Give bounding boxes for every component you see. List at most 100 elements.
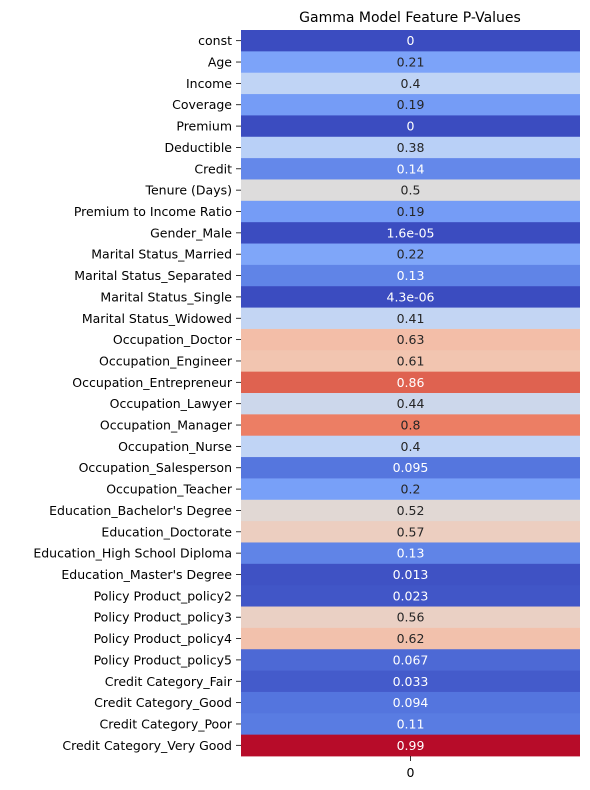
heatmap-cell (241, 371, 580, 394)
row-label: Marital Status_Widowed (82, 311, 232, 326)
cell-value-label: 0.63 (397, 332, 425, 347)
row-label: Occupation_Manager (100, 418, 233, 433)
heatmap-cell (241, 222, 580, 244)
x-tick-label: 0 (407, 765, 415, 780)
heatmap-cell (241, 563, 580, 586)
cell-value-label: 0.2 (401, 482, 421, 497)
cell-value-label: 0.013 (393, 567, 429, 582)
heatmap-cell (241, 136, 580, 159)
heatmap-cell (241, 627, 580, 650)
row-label: Credit Category_Good (94, 695, 232, 710)
row-label: Coverage (172, 97, 232, 112)
row-label: Credit Category_Very Good (62, 738, 232, 753)
cell-value-label: 0.8 (401, 418, 421, 433)
heatmap-cell (241, 521, 580, 543)
row-label: Occupation_Lawyer (110, 396, 233, 411)
cell-value-label: 0.21 (397, 55, 425, 70)
row-label: Premium to Income Ratio (74, 204, 232, 219)
cell-value-label: 0.4 (401, 76, 421, 91)
row-label: Policy Product_policy5 (94, 652, 232, 667)
row-label: Education_Master's Degree (61, 567, 232, 582)
row-label: Occupation_Nurse (118, 439, 232, 454)
row-label: Marital Status_Married (91, 247, 232, 262)
cell-value-label: 0.5 (401, 183, 421, 198)
heatmap-cell (241, 179, 580, 202)
heatmap-cell (241, 713, 580, 736)
cell-value-label: 0.44 (397, 396, 425, 411)
heatmap-cell (241, 30, 580, 52)
cell-value-label: 0.19 (397, 97, 425, 112)
cell-value-label: 0.52 (397, 503, 425, 518)
row-label: Occupation_Teacher (106, 482, 233, 497)
row-label: const (198, 33, 232, 48)
row-label: Marital Status_Single (100, 289, 232, 304)
x-axis: 0 (407, 756, 415, 780)
row-label: Age (208, 55, 232, 70)
cell-value-label: 0.22 (397, 247, 425, 262)
heatmap-cell (241, 478, 580, 501)
row-label: Credit (194, 161, 232, 176)
heatmap-cell (241, 670, 580, 693)
heatmap-cell (241, 51, 580, 74)
row-label: Occupation_Entrepreneur (72, 375, 233, 390)
cell-value-label: 0.095 (393, 460, 429, 475)
chart-title: Gamma Model Feature P-Values (299, 10, 521, 26)
row-labels: const Age Income Coverage Premium Deductible C… (33, 33, 241, 753)
row-label: Policy Product_policy2 (94, 588, 232, 603)
heatmap-cell (241, 200, 580, 223)
cell-value-label: 0.13 (397, 546, 425, 561)
cell-value-label: 1.6e-05 (387, 225, 435, 240)
cell-value-label: 0.13 (397, 268, 425, 283)
cell-value-label: 0.41 (397, 311, 425, 326)
cell-value-label: 0.11 (397, 716, 425, 731)
cell-value-label: 0.023 (393, 588, 429, 603)
cell-value-label: 0.067 (393, 652, 429, 667)
row-label: Policy Product_policy3 (94, 610, 232, 625)
row-label: Premium (176, 119, 232, 134)
heatmap-cell (241, 499, 580, 522)
heatmap-cell (241, 286, 580, 308)
heatmap-cell (241, 328, 580, 351)
heatmap-cell (241, 734, 580, 757)
heatmap-cell (241, 691, 580, 714)
cell-value-label: 0 (407, 119, 415, 134)
cell-value-label: 0.56 (397, 610, 425, 625)
heatmap-cell (241, 115, 580, 138)
heatmap-cell (241, 606, 580, 629)
heatmap-cell (241, 158, 580, 180)
row-label: Education_Bachelor's Degree (49, 503, 232, 518)
row-label: Credit Category_Fair (105, 674, 233, 689)
heatmap-cell (241, 393, 580, 415)
cell-value-label: 0 (407, 33, 415, 48)
row-label: Policy Product_policy4 (94, 631, 232, 646)
cell-value-label: 0.033 (393, 674, 429, 689)
cell-value-label: 0.14 (397, 161, 425, 176)
heatmap-cell (241, 457, 580, 479)
row-label: Credit Category_Poor (100, 716, 233, 731)
heatmap-cell (241, 264, 580, 287)
heatmap-cell (241, 414, 580, 437)
cell-value-label: 0.38 (397, 140, 425, 155)
row-label: Occupation_Salesperson (79, 460, 232, 475)
cell-value-label: 0.57 (397, 524, 425, 539)
heatmap-cell (241, 649, 580, 671)
row-label: Occupation_Engineer (99, 353, 233, 368)
row-label: Tenure (Days) (144, 183, 232, 198)
cell-value-label: 0.62 (397, 631, 425, 646)
heatmap-cell (241, 94, 580, 116)
heatmap-cell (241, 435, 580, 458)
heatmap-cells: 0 0.21 0.4 0.19 0 0.38 0.14 0.5 0.19 1.6e-05 0.22 0… (241, 30, 580, 757)
row-label: Education_Doctorate (101, 524, 232, 539)
row-label: Gender_Male (150, 225, 232, 240)
cell-value-label: 0.86 (397, 375, 425, 390)
heatmap-cell (241, 350, 580, 373)
cell-value-label: 0.61 (397, 353, 425, 368)
heatmap-cell (241, 585, 580, 607)
row-label: Income (186, 76, 232, 91)
row-label: Deductible (164, 140, 232, 155)
cell-value-label: 4.3e-06 (387, 289, 435, 304)
heatmap-cell (241, 72, 580, 95)
row-label: Marital Status_Separated (74, 268, 232, 283)
heatmap-cell (241, 243, 580, 266)
